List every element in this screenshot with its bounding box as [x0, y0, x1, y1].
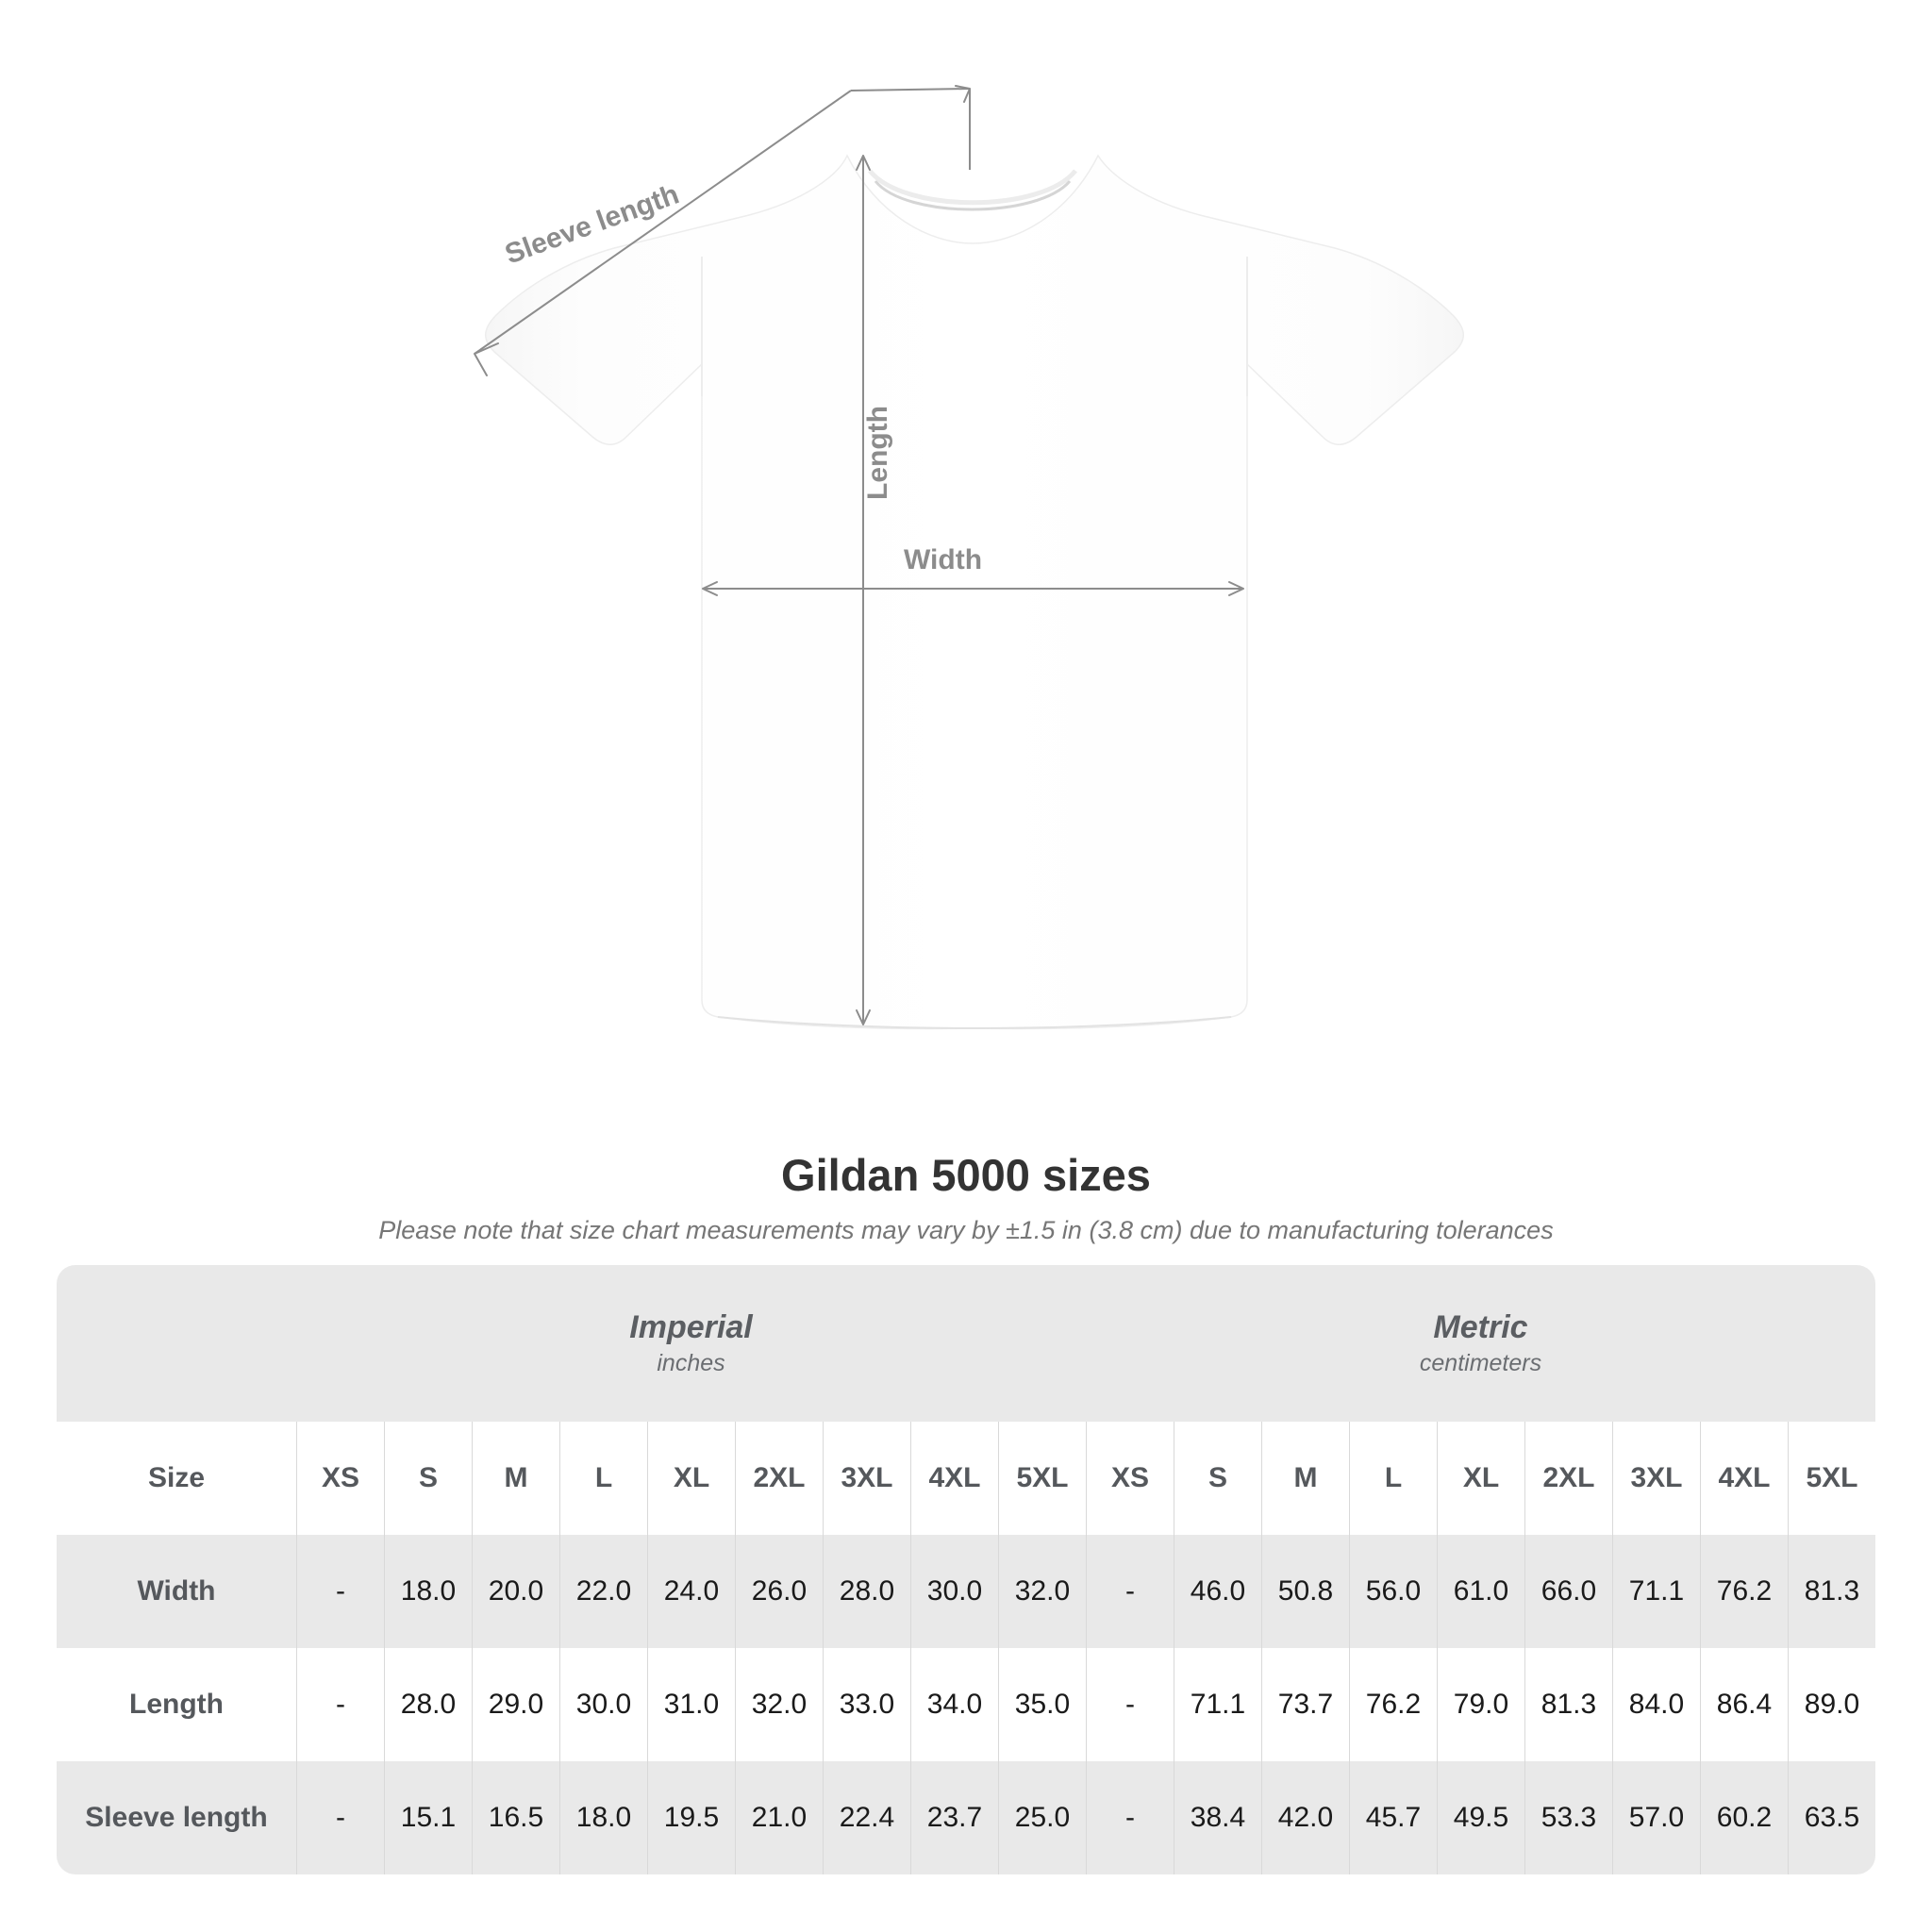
- svg-text:Length: Length: [862, 406, 893, 500]
- svg-text:Width: Width: [904, 544, 982, 575]
